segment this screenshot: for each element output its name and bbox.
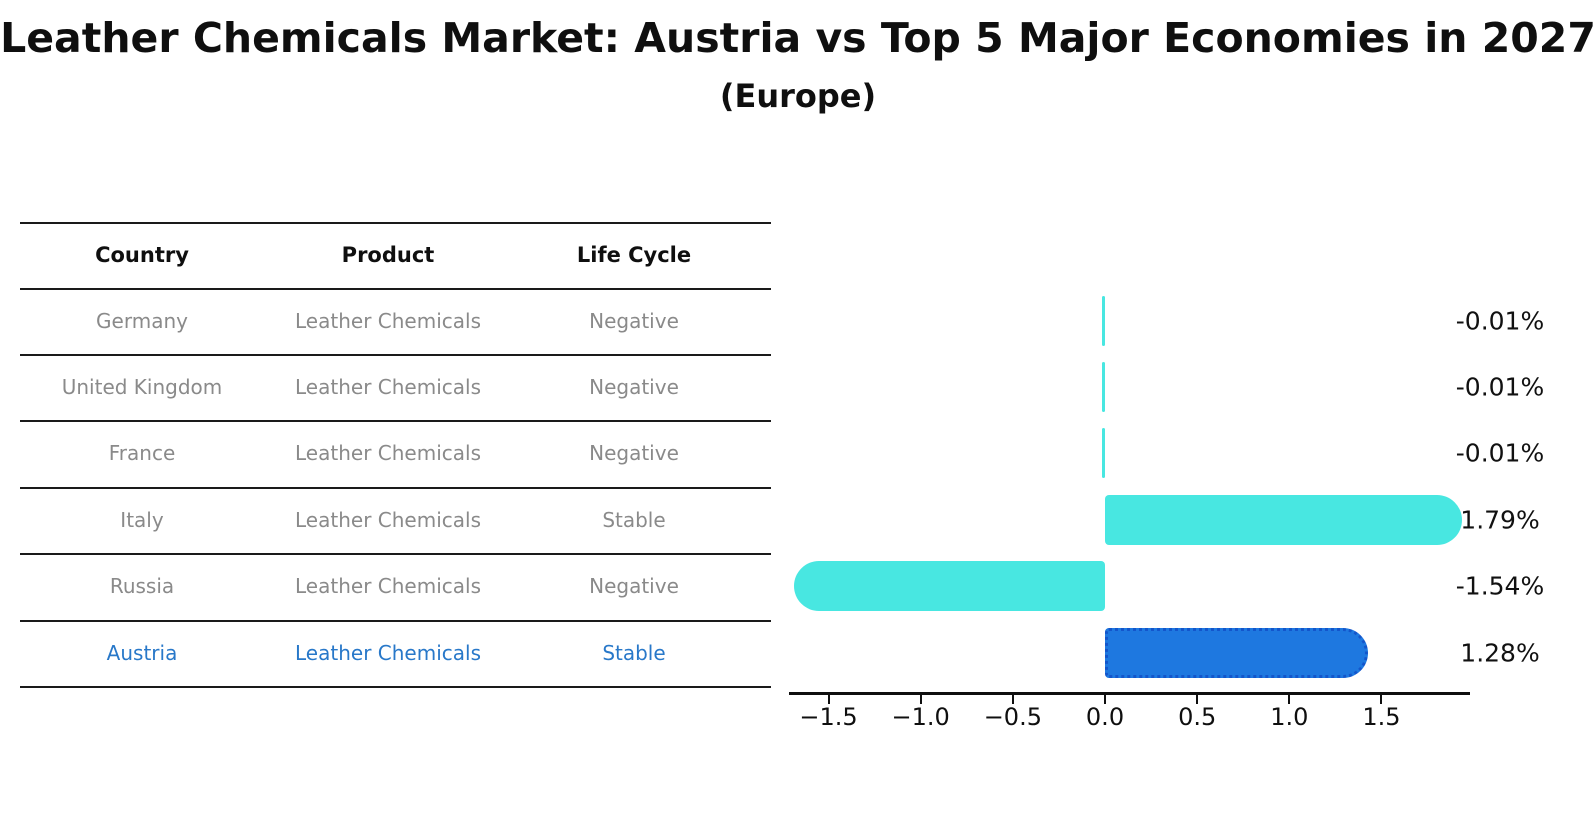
table-rule [20,420,771,422]
cell-product: Leather Chemicals [295,309,481,333]
value-label: -0.01% [1455,372,1545,402]
x-tick-label: −0.5 [983,703,1042,731]
x-tick [1196,695,1199,704]
x-tick [919,695,922,704]
cell-life-cycle: Negative [589,574,679,598]
value-label: 1.79% [1460,505,1540,535]
cell-product-highlighted: Leather Chemicals [295,641,481,665]
x-tick-label: 1.0 [1270,703,1309,731]
cell-country-highlighted: Austria [106,641,178,665]
value-label: -0.01% [1455,438,1545,468]
value-label: 1.28% [1460,638,1540,668]
bar-italy [1105,495,1462,545]
column-header-product: Product [341,243,435,267]
cell-life-cycle: Negative [589,375,679,399]
cell-country: Italy [120,508,164,532]
x-axis-line [789,692,1470,695]
chart-title: Leather Chemicals Market: Austria vs Top… [0,14,1596,62]
cell-country: Germany [96,309,188,333]
cell-country: France [108,441,176,465]
x-tick [827,695,830,704]
x-tick-label: 1.5 [1362,703,1401,731]
x-tick [1104,695,1106,704]
table-rule [20,553,771,555]
bar-united-kingdom [1102,362,1105,412]
cell-country: Russia [109,574,175,598]
cell-life-cycle-highlighted: Stable [602,641,666,665]
x-tick [1380,695,1383,704]
column-header-life-cycle: Life Cycle [576,243,692,267]
bar-germany [1102,296,1105,346]
column-header-country: Country [95,243,189,267]
cell-product: Leather Chemicals [295,375,481,399]
table-rule [20,354,771,356]
chart-subtitle: (Europe) [719,77,877,115]
x-tick-label: −1.5 [799,703,858,731]
value-label: -1.54% [1455,571,1545,601]
cell-life-cycle: Negative [589,309,679,333]
cell-product: Leather Chemicals [295,508,481,532]
table-rule [20,222,771,224]
x-tick-label: 0.5 [1178,703,1217,731]
x-tick-label: 0.0 [1085,703,1125,731]
x-tick [1288,695,1291,704]
table-rule [20,288,771,290]
value-label: -0.01% [1455,306,1545,336]
table-rule [20,686,771,688]
cell-life-cycle: Stable [602,508,666,532]
bar-austria [1105,628,1368,678]
cell-country: United Kingdom [61,375,223,399]
cell-product: Leather Chemicals [295,574,481,598]
bar-russia [794,561,1105,611]
table-rule [20,487,771,489]
bar-france [1102,428,1105,478]
x-tick-label: −1.0 [891,703,950,731]
cell-product: Leather Chemicals [295,441,481,465]
table-rule [20,620,771,622]
cell-life-cycle: Negative [589,441,679,465]
x-tick [1011,695,1014,704]
